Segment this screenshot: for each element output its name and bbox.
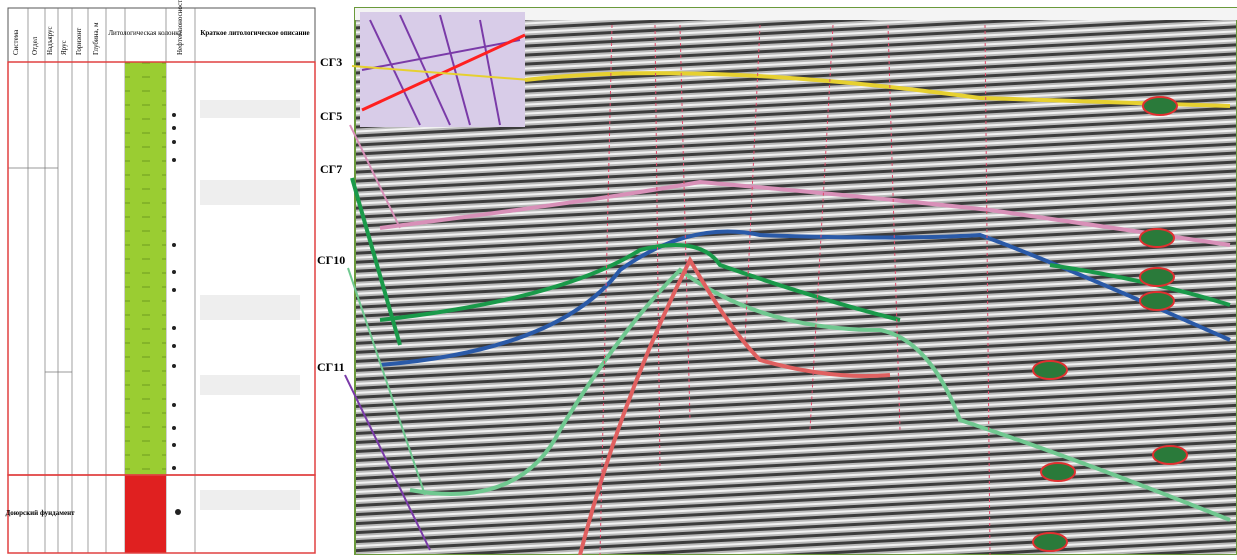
header: Ярус bbox=[60, 40, 68, 55]
header: Система bbox=[12, 29, 20, 55]
header: Горизонт bbox=[75, 28, 83, 55]
header: Краткое литологическое описание bbox=[200, 29, 309, 37]
header: Литологическая колонка bbox=[108, 29, 182, 37]
strat-column: Система Отдел Надъярус Ярус Горизонт Глу… bbox=[5, 0, 315, 553]
header: Нефтегазоносность bbox=[176, 0, 184, 55]
horizon-label: СГ5 bbox=[320, 109, 342, 123]
figure: Система Отдел Надъярус Ярус Горизонт Глу… bbox=[0, 0, 1237, 555]
basement-label: Доюрский фундамент bbox=[5, 509, 75, 517]
seismic-section bbox=[355, 8, 1237, 555]
horizon-label: СГ10 bbox=[317, 253, 345, 267]
header: Глубина, м bbox=[92, 22, 100, 55]
header: Отдел bbox=[31, 36, 39, 55]
header: Надъярус bbox=[46, 26, 54, 55]
horizon-label: СГ11 bbox=[317, 360, 345, 374]
horizon-label: СГ3 bbox=[320, 55, 342, 69]
horizon-label: СГ7 bbox=[320, 162, 342, 176]
